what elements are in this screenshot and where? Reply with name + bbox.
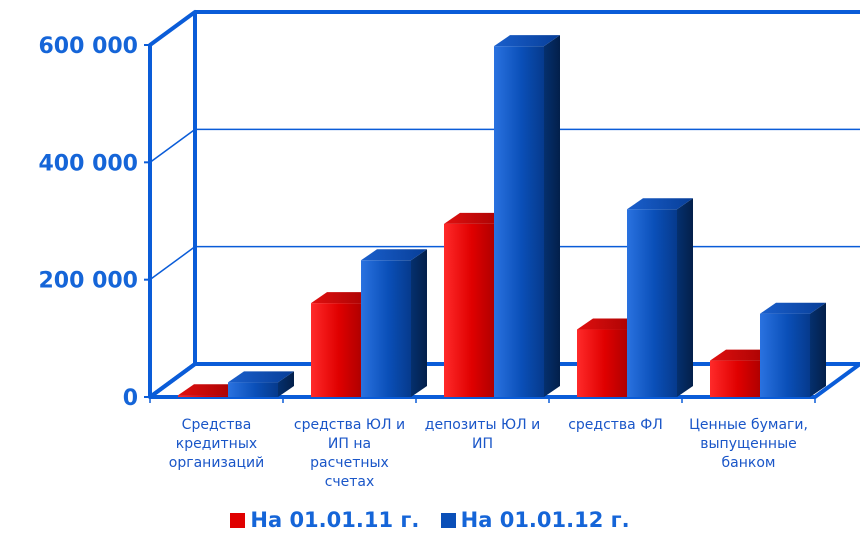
bar-top-face bbox=[577, 318, 643, 330]
category-label: депозиты ЮЛ и ИП bbox=[425, 417, 540, 452]
y-tick-label: 400 000 bbox=[38, 151, 138, 176]
category-label-line: расчетных bbox=[310, 455, 389, 471]
bar-2012-4 bbox=[760, 302, 826, 397]
category-label-line: счетах bbox=[325, 474, 375, 490]
category-label-line: Ценные бумаги, bbox=[689, 417, 808, 433]
bar-top-face bbox=[627, 198, 693, 210]
category-label-line: средства ЮЛ и bbox=[294, 417, 405, 433]
gridline-side bbox=[149, 246, 196, 281]
legend-item-2012: На 01.01.12 г. bbox=[440, 508, 630, 532]
bar-side-face bbox=[411, 249, 427, 397]
bar-2012-3 bbox=[627, 198, 693, 397]
y-tick-label: 0 bbox=[123, 386, 138, 411]
x-axis-categories: Средства кредитных организаций средства ЮЛ … bbox=[169, 417, 808, 490]
legend-item-2011: На 01.01.11 г. bbox=[230, 508, 419, 532]
category-label-line: ИП bbox=[472, 436, 493, 452]
bar-top-face bbox=[311, 292, 377, 304]
legend: На 01.01.11 г. На 01.01.12 г. bbox=[0, 508, 860, 533]
category-label: Ценные бумаги, выпущенные банком bbox=[689, 417, 808, 471]
category-label-line: организаций bbox=[169, 455, 264, 471]
bar-top-face bbox=[228, 371, 294, 383]
bar-front-face bbox=[178, 395, 228, 397]
category-label-line: банком bbox=[722, 455, 776, 471]
bar-side-face bbox=[278, 371, 294, 397]
bar-front-face bbox=[311, 303, 361, 397]
legend-swatch-2011 bbox=[230, 512, 246, 528]
y-tick-label: 200 000 bbox=[38, 269, 138, 294]
legend-label-2011: На 01.01.11 г. bbox=[250, 508, 420, 532]
category-label-line: кредитных bbox=[176, 436, 257, 452]
category-label-line: депозиты ЮЛ и bbox=[425, 417, 540, 433]
bar-front-face bbox=[627, 209, 677, 397]
bar-top-face bbox=[494, 35, 560, 47]
bar-top-face bbox=[760, 302, 826, 314]
category-label-line: средства ФЛ bbox=[568, 417, 663, 433]
category-label: Средства кредитных организаций bbox=[169, 417, 264, 471]
bar-front-face bbox=[361, 260, 411, 397]
legend-label-2012: На 01.01.12 г. bbox=[460, 508, 630, 532]
bar-front-face bbox=[494, 46, 544, 397]
bar-front-face bbox=[228, 382, 278, 397]
category-label-line: ИП на bbox=[328, 436, 371, 452]
bar-front-face bbox=[760, 313, 810, 397]
y-axis-ticks: 0 200 000 400 000 600 000 bbox=[38, 34, 816, 411]
bar-side-face bbox=[810, 302, 826, 397]
bar-front-face bbox=[577, 329, 627, 397]
bar-side-face bbox=[544, 35, 560, 397]
bar-2012-0 bbox=[228, 371, 294, 397]
gridline-side bbox=[149, 128, 196, 163]
category-label: средства ЮЛ и ИП на расчетных счетах bbox=[294, 417, 405, 490]
bar-top-face bbox=[361, 249, 427, 261]
bar-top-face bbox=[710, 349, 776, 361]
bars-group bbox=[178, 35, 826, 397]
chart-side-wall bbox=[148, 10, 197, 399]
bar-front-face bbox=[710, 360, 760, 397]
y-tick-label: 600 000 bbox=[38, 34, 138, 59]
bar-top-face bbox=[444, 212, 510, 224]
bar-2012-1 bbox=[361, 249, 427, 397]
category-label: средства ФЛ bbox=[568, 417, 663, 433]
bar-2012-2 bbox=[494, 35, 560, 397]
bar-front-face bbox=[444, 223, 494, 397]
legend-swatch-2012 bbox=[440, 512, 456, 528]
category-label-line: выпущенные bbox=[700, 436, 797, 452]
bar-side-face bbox=[677, 198, 693, 397]
category-label-line: Средства bbox=[182, 417, 252, 433]
bar-top-face bbox=[178, 384, 244, 396]
